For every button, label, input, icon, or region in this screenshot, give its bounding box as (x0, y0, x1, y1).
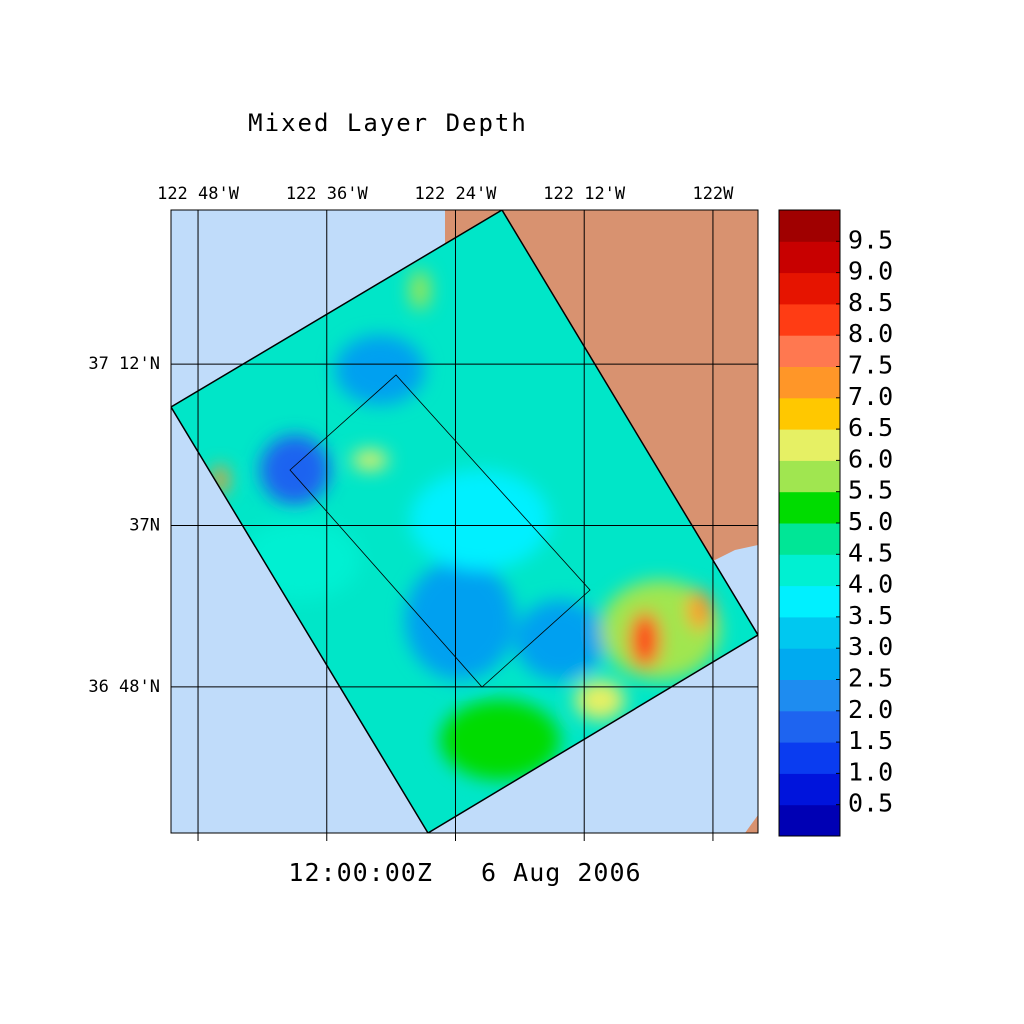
colorbar-label: 4.0 (848, 570, 893, 599)
colorbar-band (779, 616, 840, 649)
colorbar-band (779, 554, 840, 587)
colorbar-label: 9.5 (848, 225, 893, 254)
colorbar-band (779, 679, 840, 712)
colorbar-band (779, 241, 840, 274)
colorbar-band (779, 429, 840, 461)
colorbar-label: 5.0 (848, 507, 893, 536)
map-area (171, 210, 758, 833)
y-tick-label: 36 48'N (88, 677, 160, 697)
x-tick-label: 122 12'W (543, 184, 626, 204)
colorbar-band (779, 804, 840, 837)
colorbar-band (779, 460, 840, 493)
colorbar-band (779, 335, 840, 367)
colorbar-band (779, 366, 840, 399)
x-tick-label: 122 36'W (286, 184, 369, 204)
colorbar-band (779, 210, 840, 242)
colorbar-label: 2.0 (848, 695, 893, 724)
colorbar-label: 6.5 (848, 413, 893, 442)
x-tick-label: 122 48'W (157, 184, 240, 204)
y-tick-label: 37N (129, 516, 160, 536)
colorbar-band (779, 397, 840, 430)
chart-title: Mixed Layer Depth (248, 109, 528, 137)
colorbar-label: 7.0 (848, 382, 893, 411)
land (745, 815, 758, 833)
timestamp: 12:00:00Z 6 Aug 2006 (288, 858, 641, 887)
colorbar-band (779, 272, 840, 305)
colorbar-band (779, 491, 840, 524)
colorbar-band (779, 773, 840, 806)
colorbar-label: 9.0 (848, 257, 893, 286)
colorbar-label: 8.5 (848, 288, 893, 317)
x-tick-label: 122 24'W (415, 184, 498, 204)
colorbar-label: 8.0 (848, 319, 893, 348)
colorbar-band (779, 585, 840, 618)
mld-field (171, 210, 758, 833)
domain-outline (171, 210, 758, 833)
colorbar-band (779, 710, 840, 743)
map-frame (170, 209, 759, 834)
subdomain-outline (289, 374, 591, 688)
colorbar-band (779, 523, 840, 555)
colorbar-label: 6.0 (848, 444, 893, 473)
colorbar-label: 4.5 (848, 538, 893, 567)
colorbar-label: 0.5 (848, 789, 893, 818)
colorbar-label: 7.5 (848, 351, 893, 380)
colorbar-label: 1.5 (848, 726, 893, 755)
colorbar-label: 1.0 (848, 757, 893, 786)
y-tick-label: 37 12'N (88, 354, 160, 374)
x-tick-label: 122W (692, 184, 734, 204)
colorbar-label: 5.5 (848, 476, 893, 505)
colorbar-band (779, 303, 840, 336)
colorbar-band (779, 742, 840, 774)
colorbar-label: 3.5 (848, 601, 893, 630)
colorbar-label: 3.0 (848, 632, 893, 661)
colorbar-label: 2.5 (848, 664, 893, 693)
colorbar-band (779, 648, 840, 680)
